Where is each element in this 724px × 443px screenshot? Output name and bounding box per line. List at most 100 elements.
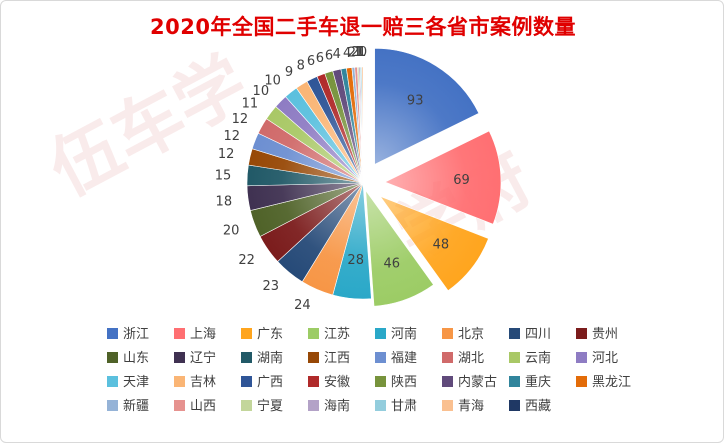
legend-label: 宁夏 xyxy=(257,398,283,414)
data-label-海南: 1 xyxy=(355,45,363,60)
data-label-广东: 48 xyxy=(433,237,450,252)
legend-item-云南: 云南 xyxy=(509,350,551,366)
legend-label: 重庆 xyxy=(525,374,551,390)
legend-item-黑龙江: 黑龙江 xyxy=(576,375,631,390)
legend-swatch xyxy=(308,400,319,411)
legend-item-广东: 广东 xyxy=(241,327,283,342)
legend-label: 内蒙古 xyxy=(458,374,497,390)
legend-label: 湖北 xyxy=(458,351,484,366)
legend-label: 甘肃 xyxy=(391,399,417,414)
legend-label: 新疆 xyxy=(123,398,149,414)
legend-swatch xyxy=(576,352,587,363)
legend-label: 浙江 xyxy=(123,327,149,342)
pie-slice-青海 xyxy=(361,66,364,184)
legend-swatch xyxy=(174,400,185,411)
legend-item-山西: 山西 xyxy=(174,399,216,414)
data-label-江西: 12 xyxy=(218,147,235,162)
legend-item-江西: 江西 xyxy=(308,351,350,366)
legend-label: 山西 xyxy=(190,399,216,414)
legend-item-天津: 天津 xyxy=(107,375,149,390)
legend-label: 山东 xyxy=(123,351,149,366)
legend-swatch xyxy=(107,328,118,339)
legend-item-广西: 广西 xyxy=(241,375,283,390)
legend-item-湖北: 湖北 xyxy=(442,351,484,366)
data-label-辽宁: 18 xyxy=(216,194,233,209)
legend-label: 广东 xyxy=(257,327,283,342)
legend-label: 江苏 xyxy=(324,326,350,342)
pie-slice-广东 xyxy=(379,195,489,292)
legend-label: 广西 xyxy=(257,375,283,390)
data-label-青海: 1 xyxy=(358,45,366,60)
data-label-西藏: 0 xyxy=(359,45,367,60)
data-label-福建: 12 xyxy=(223,129,240,144)
legend-label: 吉林 xyxy=(190,375,216,390)
data-label-天津: 10 xyxy=(264,74,281,89)
data-label-宁夏: 1 xyxy=(353,45,361,60)
legend-item-陕西: 陕西 xyxy=(375,375,417,390)
legend-swatch xyxy=(375,352,386,363)
legend-item-甘肃: 甘肃 xyxy=(375,399,417,414)
data-label-河北: 10 xyxy=(253,84,270,99)
legend-swatch xyxy=(241,352,252,363)
data-label-江苏: 46 xyxy=(384,257,401,272)
pie-slice-浙江 xyxy=(374,48,480,165)
legend-label: 西藏 xyxy=(525,399,551,414)
data-label-贵州: 22 xyxy=(238,253,255,268)
legend-swatch xyxy=(509,328,520,339)
legend-swatch xyxy=(107,352,118,363)
legend-swatch xyxy=(241,328,252,339)
legend-item-湖南: 湖南 xyxy=(241,350,283,366)
data-label-甘肃: 1 xyxy=(356,45,364,60)
data-label-四川: 23 xyxy=(262,279,279,294)
legend-item-北京: 北京 xyxy=(442,327,484,342)
legend-swatch xyxy=(107,376,118,387)
data-label-河南: 28 xyxy=(347,253,364,268)
legend-swatch xyxy=(308,328,319,339)
legend-label: 天津 xyxy=(123,375,149,390)
legend-label: 陕西 xyxy=(391,375,417,390)
legend-swatch xyxy=(308,376,319,387)
legend-swatch xyxy=(174,328,185,339)
legend-swatch xyxy=(174,376,185,387)
data-label-安徽: 6 xyxy=(307,54,315,69)
legend-label: 福建 xyxy=(391,351,417,366)
legend-item-吉林: 吉林 xyxy=(174,375,216,390)
legend-swatch xyxy=(174,352,185,363)
legend-swatch xyxy=(509,376,520,387)
legend-label: 黑龙江 xyxy=(592,375,631,390)
legend-item-贵州: 贵州 xyxy=(576,327,618,342)
data-label-内蒙古: 6 xyxy=(325,48,333,63)
legend-swatch xyxy=(375,400,386,411)
legend-item-四川: 四川 xyxy=(509,327,551,342)
legend-swatch xyxy=(509,352,520,363)
legend-swatch xyxy=(509,400,520,411)
data-label-广西: 8 xyxy=(297,59,305,74)
legend-swatch xyxy=(375,328,386,339)
legend-label: 江西 xyxy=(324,351,350,366)
legend-swatch xyxy=(576,376,587,387)
legend-swatch xyxy=(576,328,587,339)
legend-item-内蒙古: 内蒙古 xyxy=(442,374,497,390)
legend-label: 河南 xyxy=(391,326,417,342)
data-label-吉林: 9 xyxy=(285,65,293,80)
data-label-云南: 11 xyxy=(242,97,259,112)
legend-swatch xyxy=(442,328,453,339)
legend-item-江苏: 江苏 xyxy=(308,326,350,342)
data-label-山东: 20 xyxy=(223,224,240,239)
legend-label: 河北 xyxy=(592,351,618,366)
chart-title: 2020年全国二手车退一赔三各省市案例数量 xyxy=(150,15,576,39)
legend-label: 湖南 xyxy=(257,350,283,366)
legend-swatch xyxy=(442,352,453,363)
legend-label: 四川 xyxy=(525,327,551,342)
pie-slice-上海 xyxy=(384,130,502,225)
legend-item-河南: 河南 xyxy=(375,326,417,342)
data-label-重庆: 4 xyxy=(333,47,341,62)
legend-label: 海南 xyxy=(324,398,350,414)
legend-swatch xyxy=(241,400,252,411)
data-label-湖北: 12 xyxy=(232,112,249,127)
legend-item-山东: 山东 xyxy=(107,351,149,366)
pie-slices xyxy=(246,48,502,307)
data-label-浙江: 93 xyxy=(407,93,424,108)
